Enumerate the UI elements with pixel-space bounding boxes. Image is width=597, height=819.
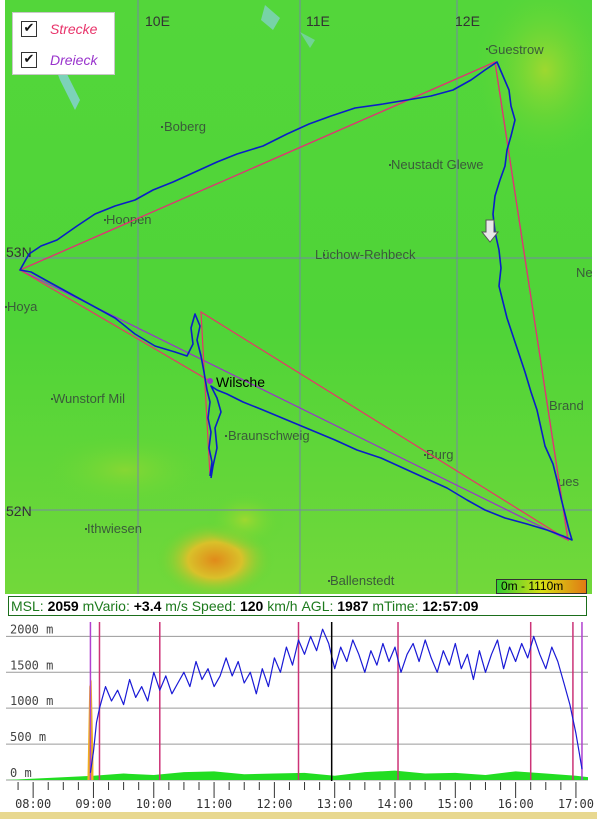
strecke-checkbox[interactable]: ✔ (21, 21, 37, 37)
vario-value: +3.4 (133, 598, 162, 614)
water-area (300, 32, 315, 48)
msl-value: 2059 (47, 598, 79, 614)
speed-unit: km/h (267, 598, 298, 614)
x-tick-label: 13:00 (317, 797, 353, 811)
grid-label-lat: 52N (6, 503, 32, 519)
place-dots (5, 48, 488, 582)
current-place-label: Wilsche (216, 374, 265, 390)
y-tick-label: 0 m (10, 766, 32, 780)
place-label: ues (558, 474, 579, 489)
terrain-relief (205, 490, 285, 550)
glider-position-icon[interactable] (480, 219, 500, 243)
legend-item-strecke[interactable]: ✔ Strecke (21, 19, 97, 39)
map-view[interactable]: 10E 11E 12E 53N 52N Guestrow Boberg Neus… (5, 0, 592, 594)
place-label: Braunschweig (228, 428, 310, 443)
lat-lon-grid (5, 0, 592, 594)
status-bar: MSL: 2059 mVario: +3.4 m/s Speed: 120 km… (8, 596, 587, 616)
altitude-chart-canvas[interactable]: 0 m 500 m 1000 m 1500 m 2000 m 08:00 09:00 10:0… (0, 618, 597, 819)
time-label: Time: (383, 598, 419, 614)
x-tick-label: 17:00 (558, 797, 594, 811)
grid-label-lon: 12E (455, 13, 480, 29)
flight-track (19, 61, 573, 541)
grid-label-lon: 11E (306, 13, 330, 29)
x-tick-label: 14:00 (377, 797, 413, 811)
x-tick-label: 11:00 (196, 797, 232, 811)
x-tick-label: 08:00 (15, 797, 51, 811)
x-tick-label: 09:00 (75, 797, 111, 811)
speed-label: Speed: (191, 598, 237, 614)
water-area (261, 5, 280, 30)
altitude-series (89, 628, 583, 773)
time-axis-base (0, 812, 597, 819)
terrain-relief (35, 430, 215, 510)
vario-unit: m/s (165, 598, 188, 614)
place-label: Wunstorf Mil (53, 391, 125, 406)
place-label: Guestrow (488, 42, 544, 57)
y-tick-label: 2000 m (10, 622, 53, 636)
place-label: Ne (576, 265, 592, 280)
y-tick-label: 500 m (10, 730, 46, 744)
place-label: Boberg (164, 119, 206, 134)
x-tick-label: 15:00 (437, 797, 473, 811)
time-axis-strip (0, 781, 597, 791)
elevation-scale: 0m - 1110m (496, 579, 587, 594)
agl-label: AGL: (301, 598, 334, 614)
msl-label: MSL: (11, 598, 44, 614)
legend-item-dreieck[interactable]: ✔ Dreieck (21, 50, 97, 70)
grid-labels: 10E 11E 12E 53N 52N (6, 13, 480, 519)
agl-value: 1987 (337, 598, 369, 614)
terrain-series (6, 770, 588, 780)
altitude-chart[interactable]: 0 m 500 m 1000 m 1500 m 2000 m 08:00 09:00 10:0… (0, 618, 597, 819)
legend-label: Dreieck (50, 52, 98, 68)
time-value: 12:57:09 (422, 598, 479, 614)
place-label: Neustadt Glewe (391, 157, 484, 172)
route-course (18, 61, 569, 542)
grid-label-lon: 10E (145, 13, 170, 29)
dreieck-checkbox[interactable]: ✔ (21, 52, 37, 68)
place-label: Burg (426, 447, 453, 462)
y-tick-label: 1500 m (10, 658, 53, 672)
place-label: Brand (549, 398, 584, 413)
legend-panel: ✔ Strecke ✔ Dreieck (12, 12, 115, 75)
map-canvas[interactable]: 10E 11E 12E 53N 52N Guestrow Boberg Neus… (5, 0, 592, 594)
place-label: Ithwiesen (87, 521, 142, 536)
place-label: Hoopen (106, 212, 152, 227)
place-label: Ballenstedt (330, 573, 395, 588)
x-tick-label: 12:00 (256, 797, 292, 811)
place-label: Hoya (7, 299, 38, 314)
start-point-icon (207, 378, 213, 384)
agl-unit: m (372, 598, 384, 614)
place-label: Lüchow-Rehbeck (315, 247, 416, 262)
legend-label: Strecke (50, 21, 98, 37)
y-tick-label: 1000 m (10, 694, 53, 708)
vario-label: Vario: (94, 598, 130, 614)
x-tick-label: 16:00 (498, 797, 534, 811)
msl-unit: m (82, 598, 95, 614)
place-labels: Guestrow Boberg Neustadt Glewe Hoopen Lü… (7, 42, 592, 588)
x-tick-label: 10:00 (136, 797, 172, 811)
grid-label-lat: 53N (6, 244, 32, 260)
speed-value: 120 (239, 598, 264, 614)
